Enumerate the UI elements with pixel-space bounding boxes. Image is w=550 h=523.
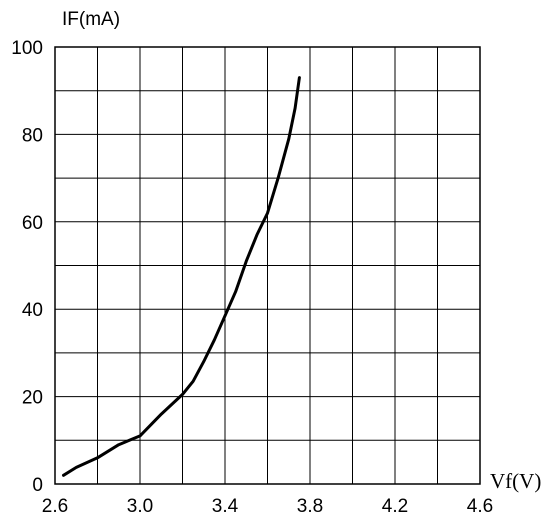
- grid: [55, 47, 480, 484]
- y-tick-label: 0: [32, 475, 43, 496]
- y-tick-label: 40: [22, 300, 43, 321]
- plot-frame: [54, 46, 481, 485]
- x-tick-label: 3.4: [212, 496, 239, 517]
- y-tick-label: 100: [11, 38, 43, 59]
- x-tick-label: 2.6: [42, 496, 68, 517]
- y-axis-label: IF(mA): [62, 9, 120, 30]
- x-tick-label: 4.2: [382, 496, 408, 517]
- x-tick-labels: 2.6 3.0 3.4 3.8 4.2 4.6: [42, 496, 493, 517]
- x-tick-label: 3.0: [127, 496, 153, 517]
- y-tick-label: 20: [22, 388, 43, 409]
- y-tick-labels: 0 20 40 60 80 100: [11, 38, 43, 496]
- y-tick-label: 60: [22, 213, 43, 234]
- x-axis-label: Vf(V): [490, 469, 541, 493]
- series-line: [62, 76, 301, 477]
- y-tick-label: 80: [22, 125, 43, 146]
- x-tick-label: 3.8: [297, 496, 323, 517]
- x-tick-label: 4.6: [467, 496, 493, 517]
